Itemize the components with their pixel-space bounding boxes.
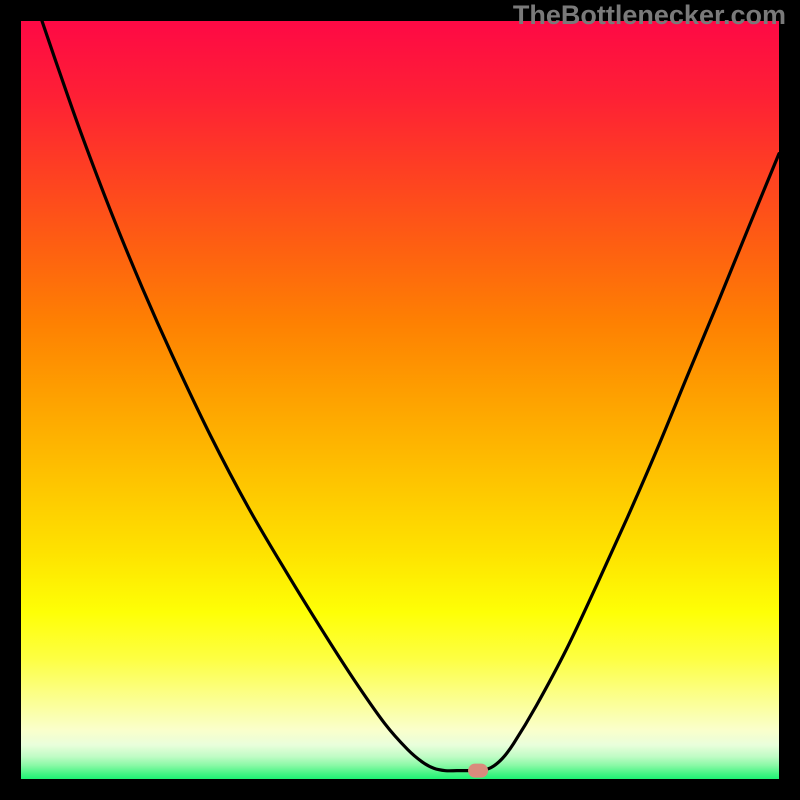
bottleneck-curve [42,21,779,771]
frame-border [0,779,800,800]
optimal-marker [468,764,488,778]
plot-area [21,21,779,779]
chart-svg [21,21,779,779]
watermark: TheBottlenecker.com [513,0,786,31]
frame-border [779,0,800,800]
frame-border [0,0,21,800]
